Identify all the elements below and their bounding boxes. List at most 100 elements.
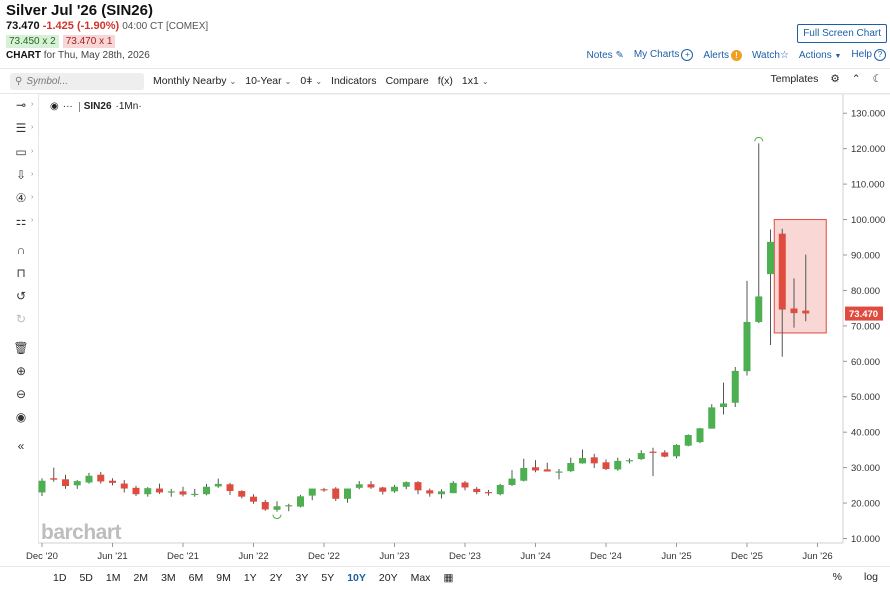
range-select[interactable]: 10-Year ⌄ (245, 75, 291, 87)
candle-body (332, 488, 340, 499)
symbol-search-input[interactable]: ⚲ Symbol... (10, 72, 144, 90)
chart-toolbar: ⚲ Symbol... Monthly Nearby ⌄ 10-Year ⌄ 0ǂ ⌄… (0, 68, 890, 94)
crosshair-line-icon[interactable]: ⊸ › (15, 98, 34, 112)
compare-button[interactable]: Compare (385, 75, 429, 87)
alerts-label: Alerts (703, 49, 729, 61)
x-tick-label: Dec '24 (590, 551, 622, 562)
range-button-9m[interactable]: 9M (216, 572, 231, 584)
range-button-5d[interactable]: 5D (79, 572, 93, 584)
legend-interval: ·1Mn· (115, 101, 142, 112)
candle-body (144, 488, 152, 495)
visibility-eye-icon[interactable]: ◉ (50, 101, 59, 112)
period-select[interactable]: Monthly Nearby ⌄ (153, 75, 236, 87)
collapse-icon[interactable]: ⌃ (851, 73, 861, 85)
candle-body (708, 407, 716, 429)
function-button[interactable]: f(x) (437, 75, 453, 87)
candle-body (673, 444, 680, 457)
range-button-1d[interactable]: 1D (53, 572, 67, 584)
range-button-10y[interactable]: 10Y (347, 572, 366, 584)
collapse-sidebar-icon[interactable]: « (17, 439, 25, 453)
layout-select[interactable]: 1x1 ⌄ (462, 75, 489, 87)
gear-icon[interactable]: ⚙ (830, 73, 840, 85)
y-tick-label: 20.000 (851, 499, 880, 510)
my-charts-link[interactable]: My Charts + (634, 49, 694, 61)
candle-body (438, 491, 445, 495)
quote-line: 73.470 -1.425 (-1.90%) 04:00 CT [COMEX] (6, 20, 208, 32)
range-button-2y[interactable]: 2Y (269, 572, 283, 584)
range-button-6m[interactable]: 6M (188, 572, 204, 584)
barchart-watermark: barchart (41, 521, 122, 544)
range-button-1m[interactable]: 1M (105, 572, 121, 584)
layout-label: 1x1 (461, 75, 479, 87)
zoom-out-icon[interactable]: ⊖ (15, 387, 27, 401)
question-icon: ? (874, 49, 886, 61)
undo-icon[interactable]: ↺ (15, 289, 27, 303)
candle-body (661, 452, 669, 457)
y-tick-label: 70.000 (851, 321, 880, 332)
full-screen-button[interactable]: Full Screen Chart (797, 24, 887, 43)
actions-menu[interactable]: Actions ▼ (799, 50, 842, 61)
candle-body (214, 483, 222, 487)
bid-ask: 73.450 x 2 73.470 x 1 (6, 35, 116, 48)
indicators-button[interactable]: Indicators (331, 75, 377, 87)
zoom-in-icon[interactable]: ⊕ (15, 364, 27, 378)
toolbar-right: Templates ⚙ ⌃ ☾ (770, 73, 882, 85)
y-tick-label: 50.000 (851, 392, 880, 403)
x-tick-label: Jun '24 (520, 551, 550, 562)
candle-body (579, 458, 586, 464)
alerts-link[interactable]: Alerts! (703, 49, 742, 61)
chart-label: CHART (6, 50, 41, 61)
trash-icon[interactable]: 🗑 (13, 341, 29, 355)
range-button-1y[interactable]: 1Y (243, 572, 257, 584)
range-button-20y[interactable]: 20Y (378, 572, 398, 584)
candle-body (344, 488, 351, 499)
y-tick-label: 130.000 (851, 109, 885, 120)
log-toggle[interactable]: log (863, 571, 878, 583)
range-button-max[interactable]: Max (410, 572, 431, 584)
patterns-icon[interactable]: ⚏ › (15, 214, 34, 228)
help-link[interactable]: Help? (851, 49, 886, 61)
candle-body (261, 501, 269, 510)
candle-body (132, 487, 140, 495)
x-tick-label: Jun '22 (238, 551, 268, 562)
x-tick-label: Dec '20 (26, 551, 58, 562)
candle-body (273, 506, 281, 510)
percent-toggle[interactable]: % (832, 571, 842, 583)
calendar-icon[interactable]: ▦ (443, 572, 454, 584)
chart-type-select[interactable]: 0ǂ ⌄ (300, 75, 322, 87)
candle-body (285, 505, 293, 507)
eye-icon[interactable]: ◉ (15, 410, 27, 424)
arrow-icon[interactable]: ⇩ › (15, 168, 34, 182)
plus-icon: + (681, 49, 694, 61)
candle-body (473, 488, 481, 493)
y-tick-label: 30.000 (851, 463, 880, 474)
range-button-3y[interactable]: 3Y (295, 572, 309, 584)
more-icon[interactable]: ··· (62, 101, 73, 112)
candle-body (802, 310, 810, 314)
redo-icon[interactable]: ↻ (15, 312, 27, 326)
notes-link[interactable]: Notes ✎ (587, 50, 624, 61)
dark-mode-icon[interactable]: ☾ (872, 73, 882, 85)
candle-body (778, 233, 786, 310)
candle-body (297, 496, 304, 507)
shapes-icon[interactable]: ▭ › (15, 145, 34, 159)
range-button-3m[interactable]: 3M (161, 572, 176, 584)
candle-type-icon: ǂ (306, 75, 313, 87)
time-exchange: 04:00 CT [COMEX] (122, 21, 209, 32)
range-buttons: 1D 5D 1M 2M 3M 6M 9M 1Y 2Y 3Y 5Y 10Y 20Y Max (40, 572, 430, 584)
y-tick-label: 110.000 (851, 180, 885, 191)
magnet-icon[interactable]: ∩ (16, 243, 26, 257)
candle-body (203, 486, 210, 495)
templates-button[interactable]: Templates (770, 73, 819, 85)
range-button-5y[interactable]: 5Y (321, 572, 335, 584)
annotations-icon[interactable]: ④ › (15, 191, 34, 205)
trend-tools-icon[interactable]: ☰ › (15, 121, 34, 135)
candle-body (508, 478, 516, 485)
candle-body (97, 474, 105, 482)
legend-divider (78, 101, 80, 112)
range-button-2m[interactable]: 2M (133, 572, 149, 584)
caret-down-icon: ▼ (834, 52, 842, 60)
lock-icon[interactable]: ⊓ (16, 266, 26, 280)
watch-link[interactable]: Watch☆ (752, 50, 789, 61)
